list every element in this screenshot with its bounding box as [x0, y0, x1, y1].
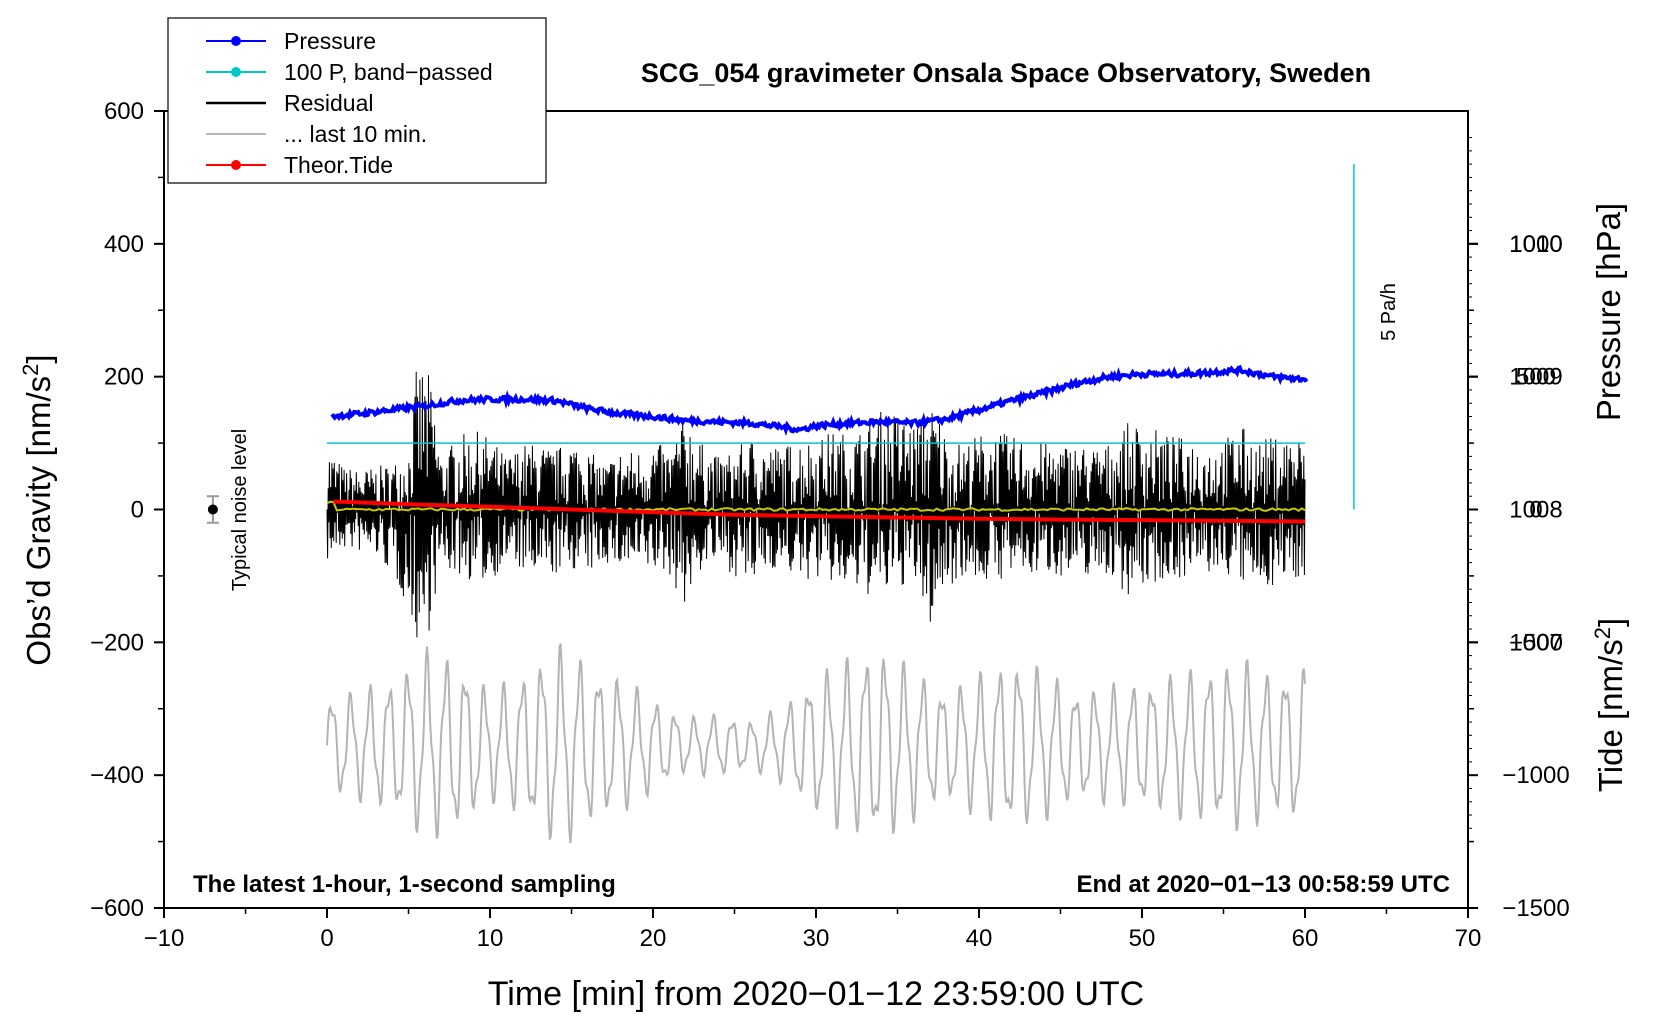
- y-tick-label: 400: [104, 231, 144, 258]
- y-axis-label-left-exp: 2: [18, 364, 43, 376]
- pressure-tick-label: 1007: [1509, 629, 1562, 656]
- pressure-tick-label: 1010: [1509, 231, 1562, 258]
- legend-label: Theor.Tide: [284, 152, 393, 178]
- x-tick-label: 30: [803, 925, 830, 952]
- y-tick-label: 0: [131, 497, 144, 524]
- legend-box: [167, 17, 547, 184]
- series-residual: [326, 371, 1306, 638]
- y-axis-label-left-text: Obs’d Gravity [nm/s: [20, 376, 57, 666]
- y-axis-label-tide-close: ]: [1592, 618, 1629, 627]
- x-tick-label: −10: [144, 925, 185, 952]
- noise-level-label: Typical noise level: [229, 429, 251, 591]
- y-tick-label: 600: [104, 98, 144, 125]
- tide-tick-label: 500: [1516, 364, 1556, 391]
- series-pressure: [330, 364, 1309, 436]
- tide-tick-label: 1000: [1509, 231, 1562, 258]
- y-axis-label-tide-exp: 2: [1590, 627, 1615, 639]
- axis-ticks: [154, 110, 1478, 918]
- chart-title: SCG_054 gravimeter Onsala Space Observat…: [641, 58, 1371, 88]
- legend: Pressure 100 P, band−passed Residual ... la…: [167, 17, 547, 184]
- series-last-10-min: [326, 643, 1306, 844]
- annotation-end-time: End at 2020−01−13 00:58:59 UTC: [1076, 871, 1450, 898]
- legend-marker: [231, 67, 241, 77]
- y-tick-label: −400: [90, 762, 144, 789]
- legend-label: 100 P, band−passed: [284, 59, 493, 85]
- y-axis-label-tide-text: Tide [nm/s: [1592, 639, 1629, 792]
- y-tick-label: 200: [104, 364, 144, 391]
- series-residual-smoothed: [326, 500, 1306, 513]
- noise-point: [207, 504, 218, 515]
- y-tick-label: −600: [90, 895, 144, 922]
- x-tick-label: 60: [1292, 925, 1319, 952]
- x-tick-label: 50: [1129, 925, 1156, 952]
- legend-label: ... last 10 min.: [284, 121, 427, 147]
- x-axis-label: Time [min] from 2020−01−12 23:59:00 UTC: [488, 975, 1144, 1013]
- y-tick-label: −200: [90, 629, 144, 656]
- tide-tick-label: −1000: [1502, 762, 1569, 789]
- rate-label: 5 Pa/h: [1378, 283, 1400, 341]
- pressure-tick-label: 1008: [1509, 497, 1562, 524]
- y-axis-label-left-close: ]: [20, 354, 57, 363]
- tide-tick-label: −1500: [1502, 895, 1569, 922]
- series-layer: [206, 163, 1355, 844]
- y-axis-label-pressure: Pressure [hPa]: [1590, 203, 1627, 421]
- y-axis-label-left: Obs’d Gravity [nm/s2]: [18, 354, 57, 665]
- series-theor-tide: [333, 499, 1306, 524]
- x-tick-label: 70: [1455, 925, 1482, 952]
- legend-marker: [231, 36, 241, 46]
- pressure-tick-label: 1009: [1509, 364, 1562, 391]
- legend-marker: [231, 160, 241, 170]
- tide-tick-label: −500: [1509, 629, 1563, 656]
- y-axis-label-tide: Tide [nm/s2]: [1590, 618, 1629, 792]
- tick-labels: −10 0 10 20 30 40 50 60 70 −600 −400 −200 0 200 400 600…: [90, 98, 1570, 952]
- x-tick-label: 20: [640, 925, 667, 952]
- x-tick-label: 0: [320, 925, 333, 952]
- annotation-sampling: The latest 1-hour, 1-second sampling: [193, 871, 616, 898]
- x-tick-label: 10: [477, 925, 504, 952]
- tide-tick-label: 0: [1529, 497, 1542, 524]
- x-tick-label: 40: [966, 925, 993, 952]
- legend-label: Residual: [284, 90, 374, 116]
- legend-label: Pressure: [284, 28, 376, 54]
